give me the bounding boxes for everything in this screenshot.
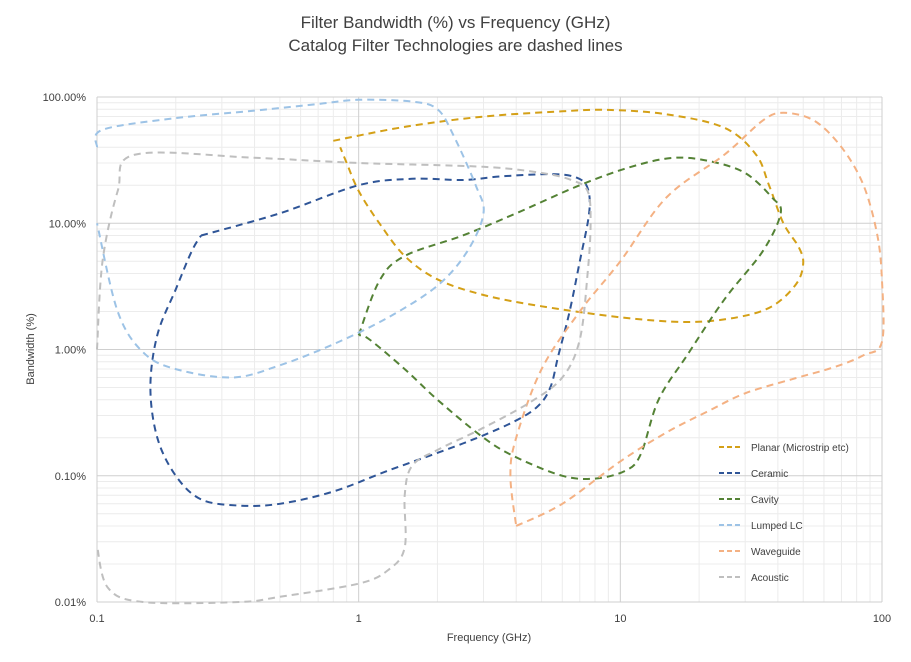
y-tick-label: 100.00% xyxy=(43,92,87,104)
y-tick-label: 0.01% xyxy=(55,597,86,609)
series-line-planar-microstrip-etc xyxy=(333,108,805,323)
major-gridlines xyxy=(96,96,883,603)
x-tick-label: 0.1 xyxy=(89,613,104,625)
x-tick-label: 100 xyxy=(873,613,891,625)
x-axis-label: Frequency (GHz) xyxy=(447,632,531,644)
legend-label-waveguide: Waveguide xyxy=(751,547,801,558)
x-tick-label: 1 xyxy=(356,613,362,625)
series-line-ceramic xyxy=(149,173,591,507)
series-line-waveguide xyxy=(509,111,885,527)
legend-label-acoustic: Acoustic xyxy=(751,573,789,584)
series-line-cavity xyxy=(357,156,782,480)
x-tick-label: 10 xyxy=(614,613,626,625)
tick-labels: 0.1 1 10 100 0.01% 0.10% 1.00% 10.00% 100.00% xyxy=(43,92,892,625)
series-line-lumped-lc xyxy=(94,98,485,379)
chart-title-line1: Filter Bandwidth (%) vs Frequency (GHz) xyxy=(301,13,611,32)
legend-label-planar-microstrip-etc: Planar (Microstrip etc) xyxy=(751,443,849,454)
y-tick-label: 1.00% xyxy=(55,345,86,357)
y-tick-label: 10.00% xyxy=(49,218,87,230)
chart-title-line2: Catalog Filter Technologies are dashed l… xyxy=(288,36,622,55)
y-tick-label: 0.10% xyxy=(55,471,86,483)
series-line-acoustic xyxy=(96,151,592,605)
legend-label-lumped-lc: Lumped LC xyxy=(751,521,803,532)
y-axis-label: Bandwidth (%) xyxy=(25,313,37,385)
legend: Planar (Microstrip etc) Ceramic Cavity Lump… xyxy=(719,443,849,584)
legend-label-ceramic: Ceramic xyxy=(751,469,788,480)
series-layer xyxy=(94,98,885,605)
legend-label-cavity: Cavity xyxy=(751,495,779,506)
